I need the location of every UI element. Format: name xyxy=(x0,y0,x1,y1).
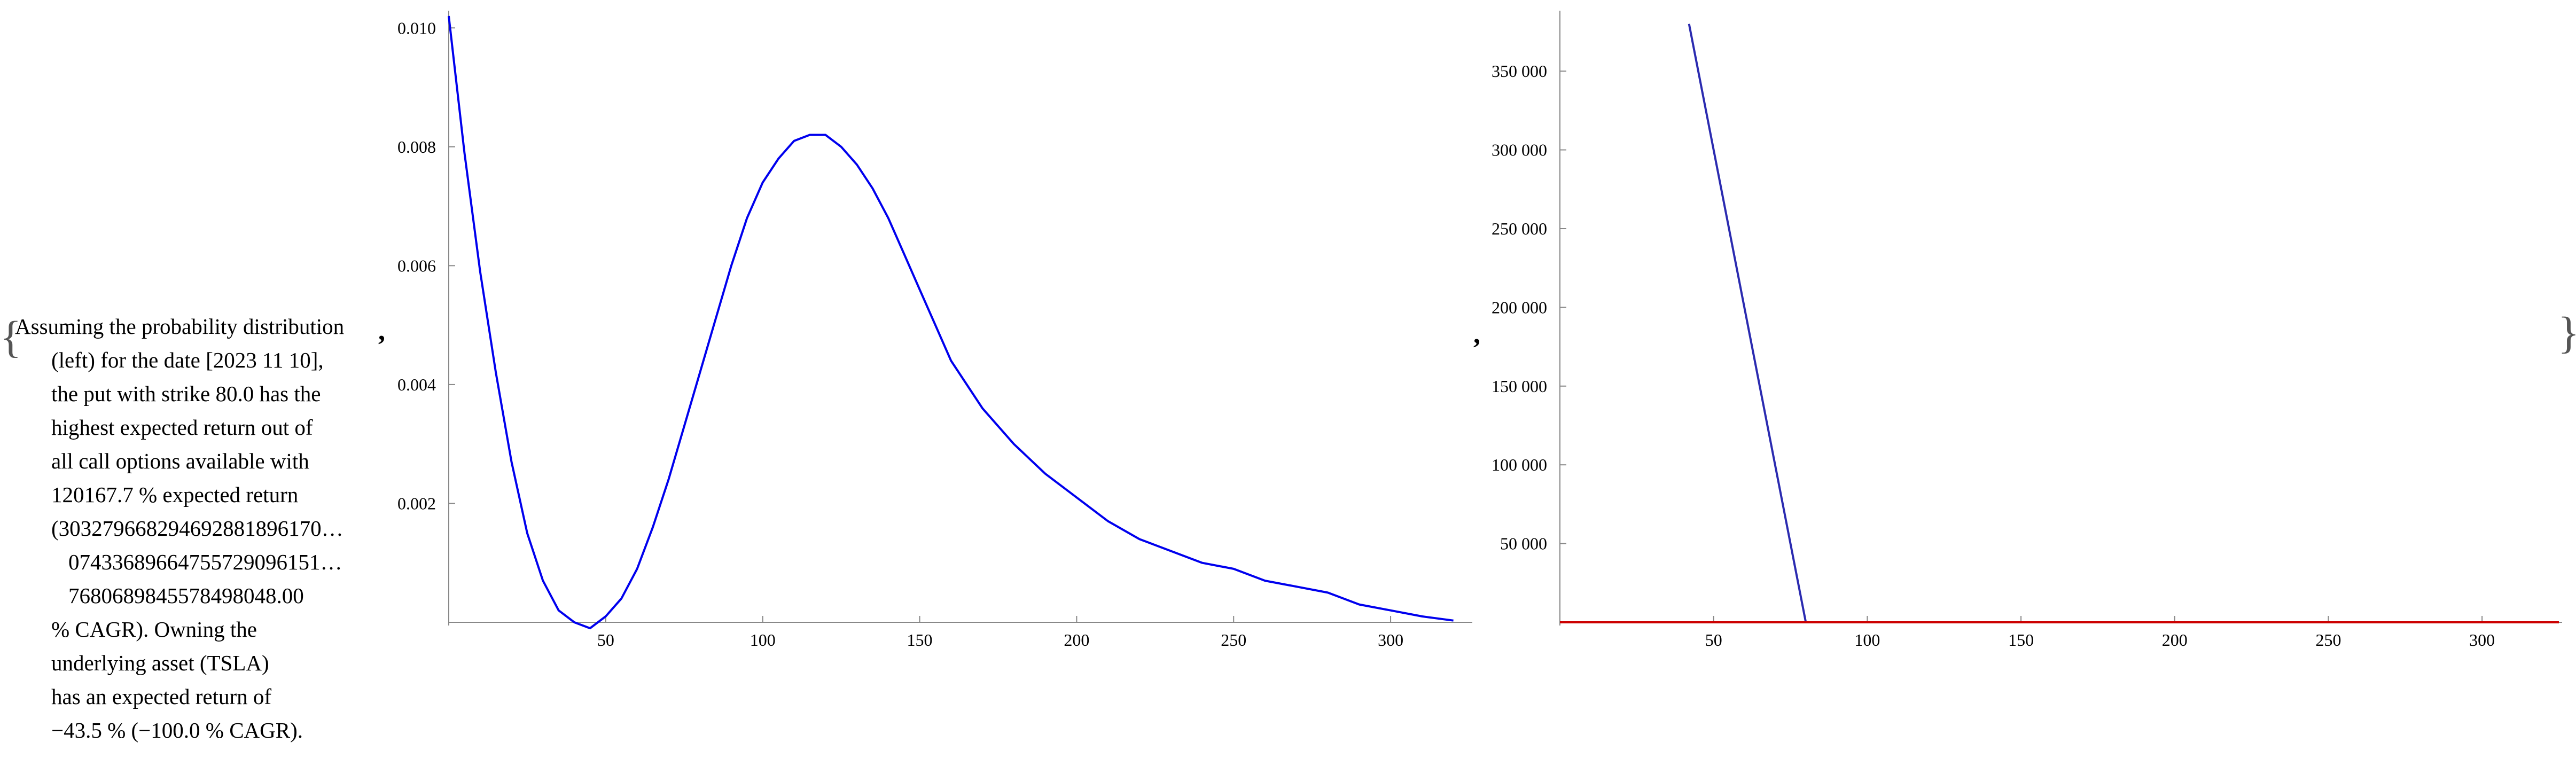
y-tick-label: 100 000 xyxy=(1492,455,1547,474)
description-line: the put with strike 80.0 has the xyxy=(51,381,321,406)
y-tick-label: 350 000 xyxy=(1492,61,1547,81)
y-tick-label: 0.008 xyxy=(397,137,436,157)
y-tick-label: 0.006 xyxy=(397,256,436,275)
description-line: all call options available with xyxy=(51,449,309,473)
y-tick-label: 150 000 xyxy=(1492,377,1547,396)
description-line: 120167.7 % expected return xyxy=(51,482,299,507)
y-tick-label: 200 000 xyxy=(1492,298,1547,317)
x-tick-label: 300 xyxy=(2469,630,2495,650)
y-tick-label: 250 000 xyxy=(1492,219,1547,238)
open-brace: { xyxy=(0,312,22,362)
description-line: 07433689664755729096151… xyxy=(68,550,342,574)
y-tick-label: 300 000 xyxy=(1492,140,1547,160)
x-tick-label: 200 xyxy=(1064,630,1089,650)
x-tick-label: 50 xyxy=(1705,630,1722,650)
x-tick-label: 100 xyxy=(750,630,776,650)
y-tick-label: 0.010 xyxy=(397,18,436,37)
x-tick-label: 200 xyxy=(2162,630,2188,650)
description-line: (left) for the date [2023 11 10], xyxy=(51,348,324,372)
separator-comma: , xyxy=(378,316,385,346)
y-tick-label: 0.004 xyxy=(397,375,436,394)
separator-comma: , xyxy=(1473,319,1480,349)
x-tick-label: 250 xyxy=(1221,630,1246,650)
x-tick-label: 100 xyxy=(1854,630,1880,650)
description-line: underlying asset (TSLA) xyxy=(51,651,269,675)
close-brace: } xyxy=(2558,311,2576,356)
series-line-0 xyxy=(1688,24,2559,623)
x-tick-label: 50 xyxy=(597,630,614,650)
x-tick-label: 150 xyxy=(2008,630,2034,650)
description-line: has an expected return of xyxy=(51,684,272,709)
description-line: highest expected return out of xyxy=(51,415,313,440)
probability-distribution-chart: 50 100 150 200 250 300 0.002 0.004 0.006 0.008 0.0… xyxy=(397,11,1472,650)
series-line-0 xyxy=(448,15,1454,630)
expected-return-chart: 50 100 150 200 250 300 50 000 100 000 150 000 200… xyxy=(1492,11,2562,650)
description-line: Assuming the probability distribution xyxy=(15,314,345,339)
x-tick-label: 250 xyxy=(2315,630,2341,650)
y-tick-label: 0.002 xyxy=(397,494,436,513)
description-line: 7680689845578498048.00 xyxy=(68,583,304,608)
x-tick-label: 300 xyxy=(1378,630,1403,650)
description-line: % CAGR). Owning the xyxy=(51,617,257,642)
description-line: −43.5 % (−100.0 % CAGR). xyxy=(51,718,303,742)
description-line: (303279668294692881896170… xyxy=(51,516,344,541)
y-tick-label: 50 000 xyxy=(1500,534,1547,553)
x-tick-label: 150 xyxy=(907,630,933,650)
